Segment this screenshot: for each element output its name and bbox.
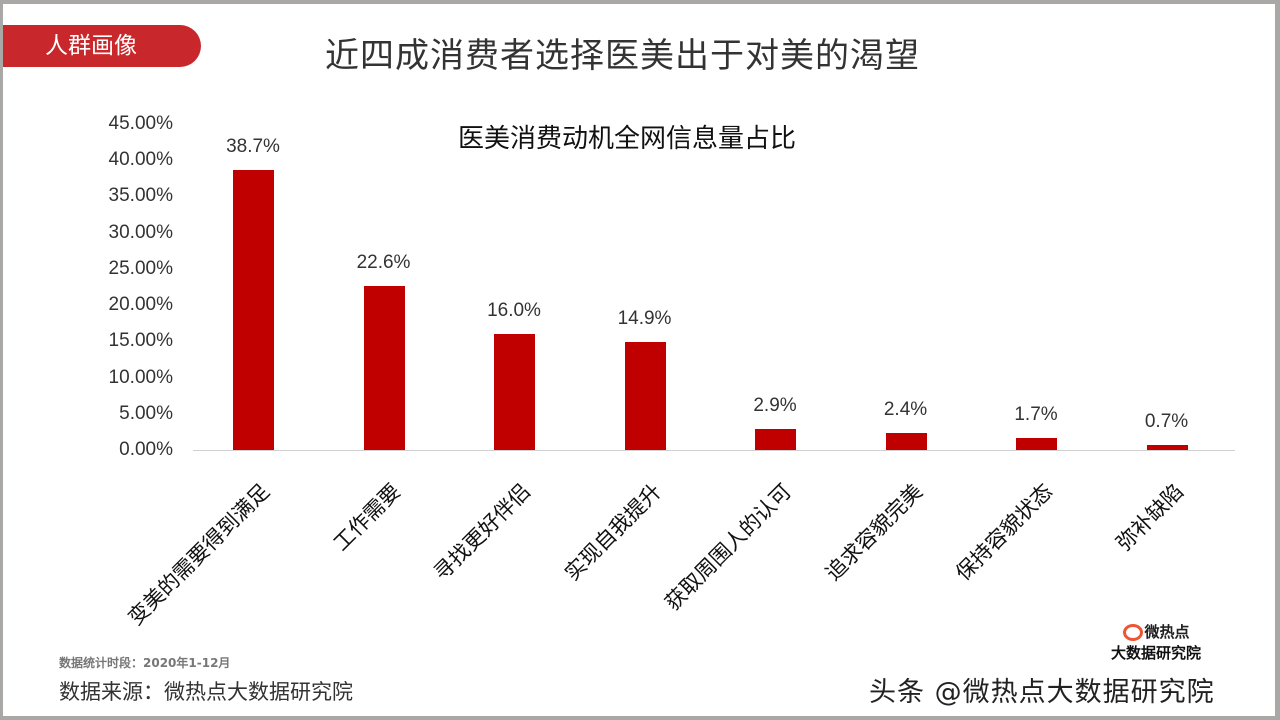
x-category-label: 获取周围人的认可 bbox=[660, 479, 797, 615]
x-category-label: 寻找更好伴侣 bbox=[429, 479, 536, 586]
x-axis-line bbox=[193, 450, 1235, 451]
bar bbox=[624, 342, 666, 450]
y-tick-label: 20.00% bbox=[108, 294, 173, 316]
bar bbox=[363, 286, 405, 450]
bar bbox=[755, 428, 796, 450]
y-tick-label: 25.00% bbox=[108, 257, 173, 279]
bar bbox=[494, 334, 535, 450]
bar-value-label: 14.9% bbox=[617, 308, 672, 330]
slide: 人群画像 近四成消费者选择医美出于对美的渴望 医美消费动机全网信息量占比 0.0… bbox=[3, 4, 1275, 716]
bar bbox=[885, 432, 927, 450]
data-period: 数据统计时段：2020年1-12月 bbox=[59, 656, 231, 670]
page-title: 近四成消费者选择医美出于对美的渴望 bbox=[325, 36, 920, 76]
bar-value-label: 0.7% bbox=[1144, 410, 1189, 432]
bar-value-label: 1.7% bbox=[1014, 403, 1058, 425]
y-tick-label: 40.00% bbox=[108, 149, 173, 171]
y-tick-label: 10.00% bbox=[108, 366, 173, 388]
y-tick-label: 30.00% bbox=[108, 221, 173, 243]
bar bbox=[1016, 437, 1057, 450]
weibo-eye-icon bbox=[1122, 624, 1143, 641]
y-tick-label: 0.00% bbox=[119, 439, 173, 460]
bar bbox=[1146, 444, 1188, 450]
section-tag: 人群画像 bbox=[3, 25, 201, 67]
y-tick-label: 5.00% bbox=[119, 402, 173, 424]
watermark: 头条 @微热点大数据研究院 bbox=[869, 677, 1215, 708]
x-category-label: 工作需要 bbox=[328, 479, 405, 556]
x-category-label: 变美的需要得到满足 bbox=[123, 479, 275, 630]
logo-subtitle: 大数据研究院 bbox=[1111, 644, 1202, 662]
chart-title: 医美消费动机全网信息量占比 bbox=[458, 124, 797, 154]
bar bbox=[233, 169, 274, 450]
data-source: 数据来源：微热点大数据研究院 bbox=[59, 680, 353, 704]
bar-value-label: 16.0% bbox=[487, 300, 541, 322]
x-category-label: 保持容貌状态 bbox=[951, 479, 1058, 586]
y-tick-label: 45.00% bbox=[108, 113, 173, 134]
bar-value-label: 22.6% bbox=[356, 252, 411, 274]
bar-value-label: 38.7% bbox=[226, 135, 280, 157]
y-tick-label: 35.00% bbox=[108, 185, 173, 207]
x-category-label: 追求容貌完美 bbox=[820, 479, 927, 586]
x-category-label: 弥补缺陷 bbox=[1111, 479, 1188, 556]
bar-value-label: 2.4% bbox=[883, 398, 928, 420]
logo-name: 微热点 bbox=[1144, 623, 1190, 641]
bar-value-label: 2.9% bbox=[753, 394, 797, 416]
brand-logo: 微热点 大数据研究院 bbox=[1111, 621, 1201, 663]
x-category-label: 实现自我提升 bbox=[559, 479, 666, 586]
y-tick-label: 15.00% bbox=[108, 330, 173, 352]
